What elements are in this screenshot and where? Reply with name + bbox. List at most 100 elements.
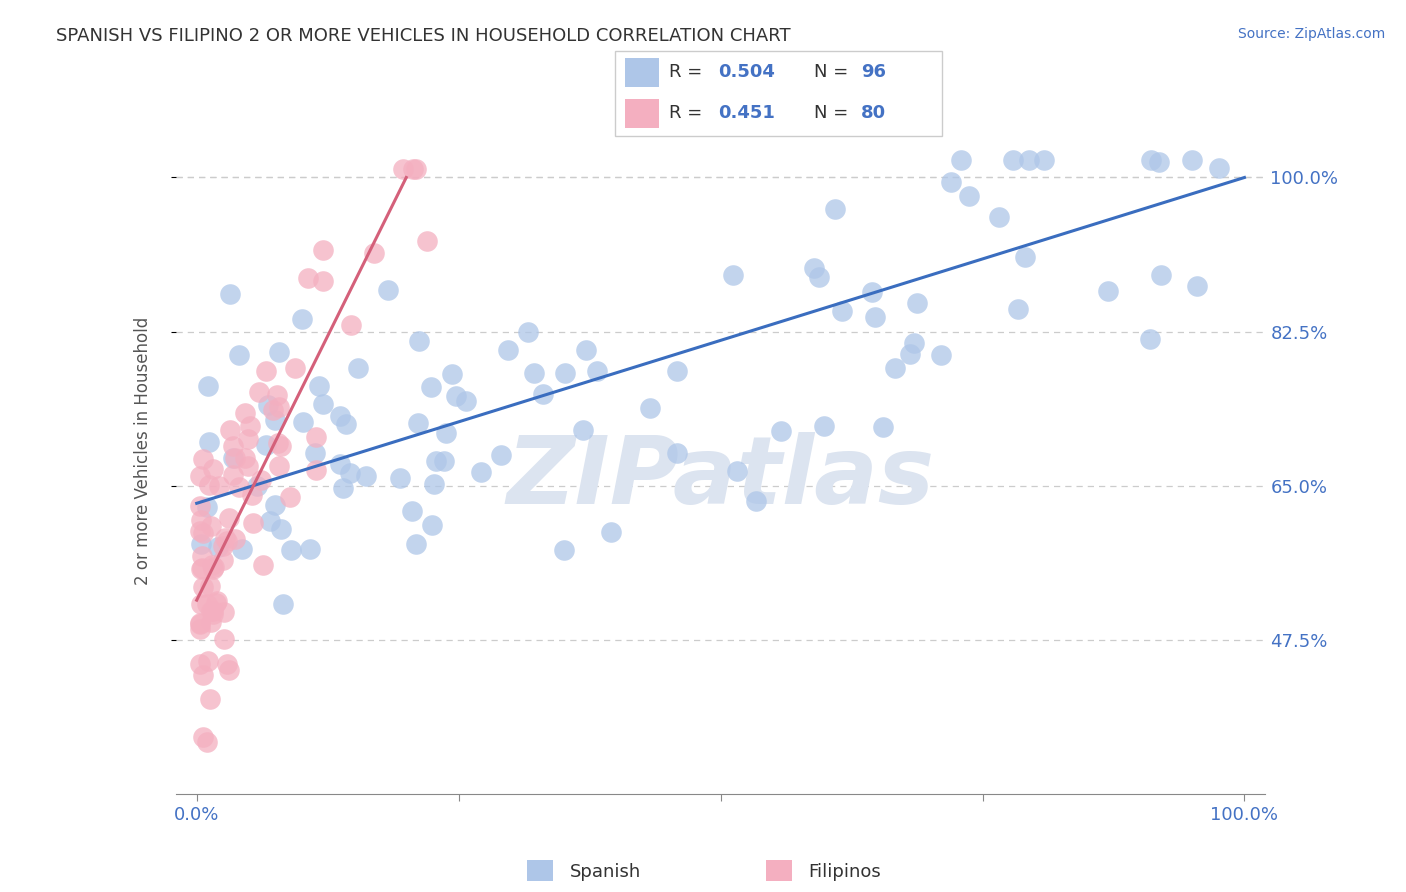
- Point: [267, 436, 290, 450]
- Point: [299, 542, 322, 557]
- Point: [222, 467, 245, 482]
- Point: [256, 398, 278, 412]
- Point: [489, 448, 512, 462]
- Point: [531, 386, 554, 401]
- Point: [212, 605, 235, 619]
- Point: [188, 657, 211, 671]
- Point: [195, 500, 218, 514]
- Point: [195, 735, 218, 749]
- Point: [201, 607, 224, 621]
- Point: [214, 632, 236, 646]
- Point: [1147, 155, 1170, 169]
- Point: [205, 594, 228, 608]
- Point: [269, 459, 291, 474]
- Point: [190, 536, 212, 550]
- Point: [191, 561, 214, 575]
- Y-axis label: 2 or more Vehicles in Household: 2 or more Vehicles in Household: [134, 317, 152, 584]
- Point: [929, 347, 952, 361]
- Text: 0.451: 0.451: [718, 104, 775, 122]
- Point: [1018, 153, 1040, 167]
- Point: [292, 415, 315, 429]
- Point: [191, 580, 214, 594]
- Point: [207, 540, 229, 554]
- Point: [1097, 285, 1119, 299]
- Point: [354, 469, 377, 483]
- Point: [202, 462, 225, 476]
- Point: [202, 559, 225, 574]
- Point: [335, 417, 357, 431]
- Point: [201, 562, 224, 576]
- Point: [1002, 153, 1025, 167]
- Point: [239, 419, 262, 434]
- Point: [270, 439, 292, 453]
- Point: [266, 388, 288, 402]
- Point: [470, 465, 492, 479]
- Point: [1007, 302, 1029, 317]
- Point: [516, 325, 538, 339]
- Point: [553, 543, 575, 558]
- Point: [957, 189, 980, 203]
- Text: Filipinos: Filipinos: [808, 863, 882, 881]
- Bar: [626, 99, 659, 128]
- Point: [264, 498, 287, 512]
- Point: [725, 464, 748, 478]
- Point: [831, 303, 853, 318]
- Point: [228, 480, 250, 494]
- Point: [231, 541, 253, 556]
- Point: [863, 310, 886, 325]
- Point: [197, 434, 219, 449]
- Point: [236, 458, 259, 473]
- Point: [1139, 332, 1161, 346]
- Point: [211, 553, 233, 567]
- Point: [219, 286, 242, 301]
- Point: [883, 361, 905, 376]
- Point: [198, 478, 221, 492]
- Text: R =: R =: [669, 63, 709, 81]
- Point: [222, 450, 245, 465]
- Bar: [626, 58, 659, 87]
- Point: [212, 539, 235, 553]
- Point: [433, 454, 456, 468]
- Point: [245, 479, 267, 493]
- Point: [270, 522, 292, 536]
- Point: [420, 518, 443, 533]
- Point: [188, 616, 211, 631]
- Point: [572, 423, 595, 437]
- Point: [252, 558, 274, 573]
- Point: [807, 270, 830, 285]
- Point: [219, 423, 242, 437]
- Point: [1181, 153, 1204, 167]
- Point: [950, 153, 973, 167]
- Point: [824, 202, 846, 216]
- Point: [872, 420, 894, 434]
- Point: [201, 558, 224, 573]
- Point: [312, 397, 335, 411]
- Point: [423, 476, 446, 491]
- Point: [304, 446, 326, 460]
- Point: [425, 454, 447, 468]
- Text: Spanish: Spanish: [569, 863, 641, 881]
- Point: [193, 668, 215, 682]
- Point: [665, 446, 688, 460]
- Point: [408, 334, 430, 349]
- Text: R =: R =: [669, 104, 709, 122]
- Point: [420, 380, 443, 394]
- Text: 80: 80: [862, 104, 886, 122]
- Point: [308, 379, 330, 393]
- Point: [247, 385, 270, 400]
- Point: [305, 463, 328, 477]
- Point: [264, 413, 287, 427]
- Point: [523, 366, 546, 380]
- Point: [440, 368, 463, 382]
- Point: [1185, 279, 1208, 293]
- Point: [280, 543, 302, 558]
- Point: [259, 514, 281, 528]
- Point: [240, 488, 263, 502]
- Point: [363, 246, 385, 260]
- Point: [434, 425, 457, 440]
- Point: [222, 439, 245, 453]
- Point: [329, 409, 352, 423]
- Point: [188, 468, 211, 483]
- Point: [200, 579, 222, 593]
- Point: [554, 366, 576, 380]
